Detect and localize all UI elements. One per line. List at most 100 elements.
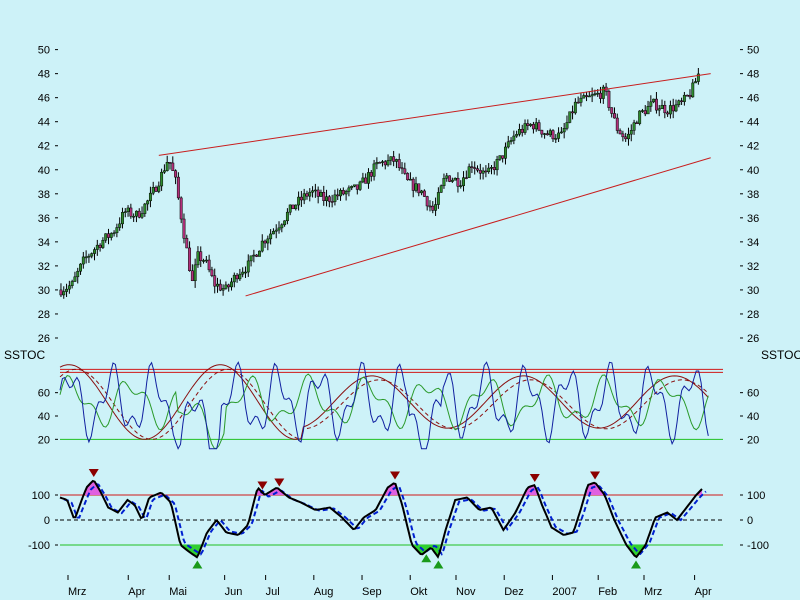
- candle-body: [336, 194, 340, 197]
- candle-body: [344, 191, 348, 195]
- candle-body: [260, 240, 264, 252]
- y-tick-label-right: -100: [747, 540, 769, 552]
- candle-body: [453, 177, 457, 181]
- candle-body: [244, 271, 247, 274]
- candle-body: [666, 112, 670, 115]
- candle-body: [671, 105, 675, 112]
- candle-body: [277, 227, 281, 231]
- candle-body: [425, 196, 429, 207]
- y-tick-label-left: 26: [38, 333, 50, 345]
- x-tick-label: Okt: [410, 586, 427, 598]
- sstoc-label-right: SSTOC: [761, 348, 800, 362]
- x-tick-label: Nov: [456, 586, 476, 598]
- candle-body: [512, 135, 516, 141]
- candle-body: [688, 94, 692, 98]
- candle-body: [663, 104, 667, 114]
- candle-body: [640, 110, 644, 112]
- candle-body: [213, 275, 217, 287]
- candle-body: [79, 263, 82, 272]
- candle-body: [621, 133, 625, 138]
- candle-body: [473, 167, 477, 169]
- candle-body: [311, 190, 315, 193]
- candle-body: [470, 166, 474, 168]
- candle-body: [392, 156, 396, 162]
- candle-body: [207, 259, 211, 271]
- candle-body: [190, 270, 194, 282]
- y-tick-label-left: 36: [38, 213, 50, 225]
- candle-body: [378, 162, 382, 164]
- candle-body: [179, 197, 183, 220]
- candle-body: [601, 86, 605, 99]
- candle-body: [210, 269, 214, 276]
- candle-body: [107, 233, 110, 238]
- candle-body: [599, 92, 602, 99]
- candle-body: [654, 98, 658, 111]
- y-tick-label-right: 100: [747, 490, 765, 502]
- y-tick-label-right: 42: [747, 141, 759, 153]
- time-axis: Mrz Apr Mai Jun Jul Aug Sep Okt Nov Dez 2007 Feb Mrz…: [67, 575, 712, 598]
- candle-body: [67, 285, 71, 290]
- sstoc-panel: 20 20 40 40 60 60: [38, 361, 759, 450]
- candle-body: [694, 81, 698, 84]
- candle-body: [696, 73, 700, 82]
- candle-body: [241, 271, 245, 275]
- candle-body: [305, 193, 309, 197]
- y-tick-label-right: 28: [747, 309, 759, 321]
- candle-body: [554, 138, 558, 140]
- candle-body: [283, 220, 287, 226]
- candle-body: [193, 264, 197, 282]
- candle-body: [269, 233, 273, 240]
- candle-body: [462, 177, 465, 186]
- candle-body: [537, 122, 541, 131]
- x-tick-label: Jul: [266, 586, 280, 598]
- candle-body: [632, 122, 636, 131]
- candle-body: [143, 203, 147, 214]
- candle-body: [394, 159, 398, 162]
- candle-body: [297, 196, 301, 206]
- candle-body: [266, 238, 270, 244]
- candle-body: [182, 218, 186, 239]
- sstoc-label-left: SSTOC: [4, 348, 45, 362]
- candle-body: [417, 183, 421, 194]
- candle-body: [685, 94, 689, 97]
- y-tick-label-right: 38: [747, 189, 759, 201]
- candle-body: [389, 156, 393, 161]
- candle-body: [445, 175, 449, 179]
- candle-body: [347, 187, 351, 192]
- y-tick-label-right: 44: [747, 117, 759, 129]
- candle-body: [350, 186, 354, 189]
- x-tick-label: Sep: [362, 586, 382, 598]
- candle-body: [258, 250, 261, 257]
- candle-body: [523, 123, 527, 133]
- candle-body: [123, 211, 127, 213]
- x-tick-label: Mrz: [68, 586, 86, 598]
- candle-body: [274, 229, 278, 232]
- candle-body: [587, 95, 591, 98]
- candle-body: [397, 159, 401, 169]
- candle-body: [442, 177, 446, 187]
- candle-body: [132, 215, 136, 218]
- buy-marker: [192, 560, 203, 569]
- candle-body: [408, 178, 412, 181]
- candle-body: [171, 162, 175, 171]
- candle-body: [76, 270, 80, 278]
- candle-body: [422, 190, 426, 197]
- candle-body: [333, 194, 337, 202]
- y-tick-label-left: -100: [28, 540, 50, 552]
- sstoc-signal-line: [59, 364, 709, 440]
- candle-body: [400, 167, 404, 170]
- candle-body: [126, 207, 130, 212]
- y-tick-label-right: 48: [747, 69, 759, 81]
- sell-marker: [529, 474, 540, 482]
- candle-body: [249, 255, 253, 262]
- candle-body: [227, 284, 231, 288]
- candle-body: [504, 146, 507, 159]
- candle-body: [313, 189, 317, 192]
- candle-body: [327, 196, 331, 202]
- candle-body: [607, 91, 611, 108]
- y-tick-label-left: 30: [38, 285, 50, 297]
- candle-body: [176, 176, 180, 199]
- candle-body: [590, 94, 594, 97]
- candle-body: [246, 260, 250, 273]
- y-tick-label-left: 100: [32, 490, 50, 502]
